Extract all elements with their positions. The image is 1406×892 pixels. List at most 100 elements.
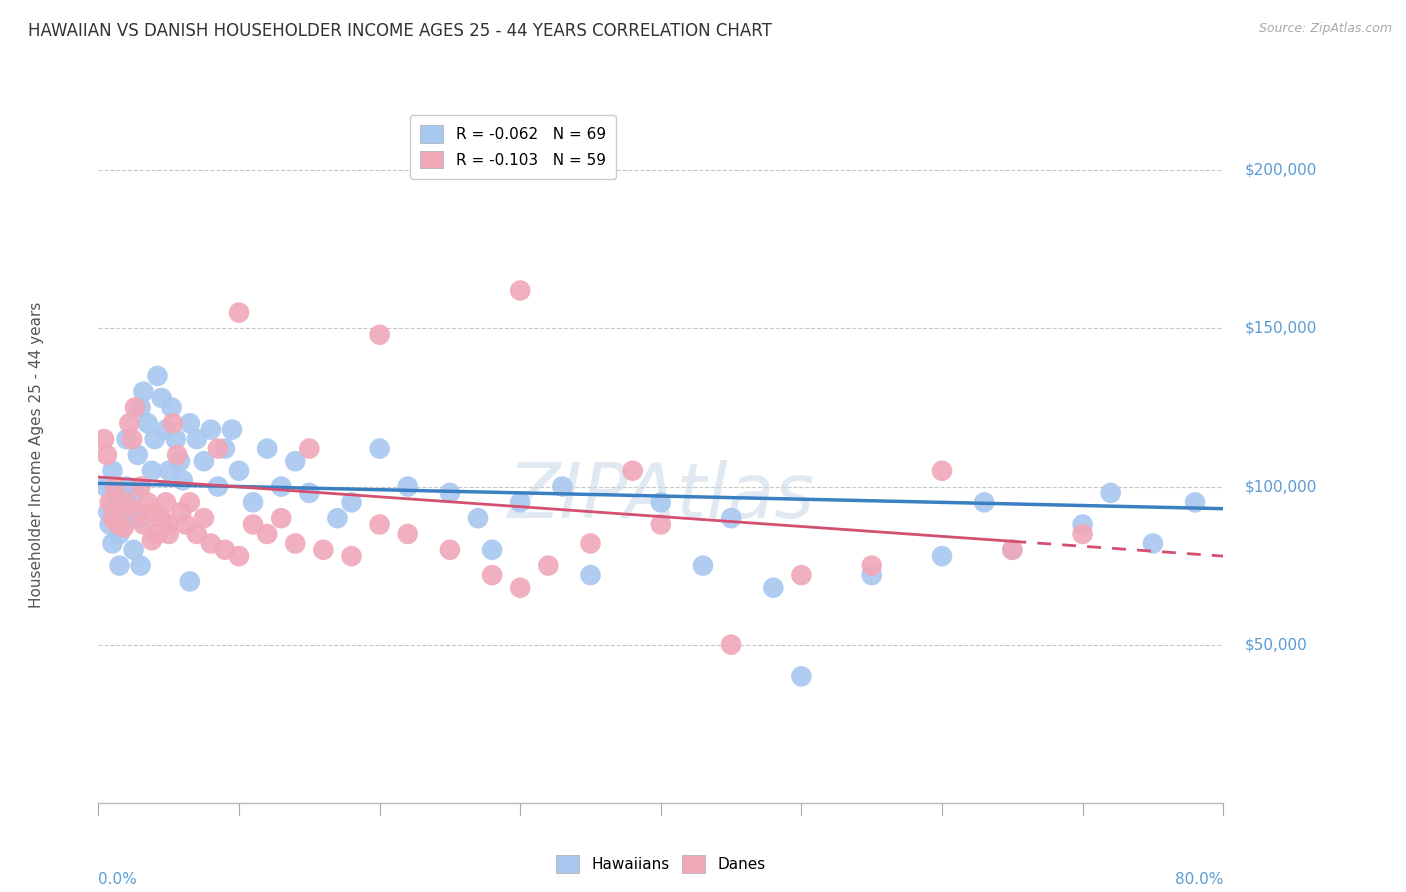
Point: [579, 536, 602, 550]
Text: $50,000: $50,000: [1244, 637, 1308, 652]
Point: [621, 464, 644, 478]
Point: [105, 511, 128, 525]
Point: [193, 511, 215, 525]
Point: [256, 442, 278, 456]
Point: [108, 558, 131, 573]
Point: [98, 517, 121, 532]
Point: [931, 464, 953, 478]
Point: [720, 511, 742, 525]
Point: [118, 505, 141, 519]
Point: [179, 574, 201, 589]
Point: [122, 486, 145, 500]
Point: [270, 511, 292, 525]
Point: [104, 489, 127, 503]
Point: [860, 568, 883, 582]
Point: [1142, 536, 1164, 550]
Point: [162, 417, 184, 431]
Point: [214, 542, 236, 557]
Point: [101, 536, 124, 550]
Point: [650, 495, 672, 509]
Point: [93, 432, 115, 446]
Point: [200, 423, 222, 437]
Point: [141, 533, 163, 548]
Point: [186, 432, 208, 446]
Point: [298, 442, 321, 456]
Point: [155, 423, 177, 437]
Point: [396, 527, 419, 541]
Point: [97, 505, 120, 519]
Point: [509, 284, 531, 298]
Point: [96, 448, 118, 462]
Point: [221, 423, 243, 437]
Point: [1001, 542, 1024, 557]
Point: [179, 495, 201, 509]
Point: [169, 454, 191, 468]
Point: [207, 442, 229, 456]
Point: [340, 495, 363, 509]
Point: [132, 384, 155, 399]
Point: [165, 432, 187, 446]
Text: Source: ZipAtlas.com: Source: ZipAtlas.com: [1258, 22, 1392, 36]
Point: [157, 517, 180, 532]
Point: [326, 511, 349, 525]
Point: [481, 542, 503, 557]
Point: [146, 368, 169, 383]
Point: [1071, 517, 1094, 532]
Point: [108, 527, 131, 541]
Point: [207, 479, 229, 493]
Point: [115, 479, 138, 493]
Point: [1001, 542, 1024, 557]
Point: [509, 495, 531, 509]
Point: [228, 305, 250, 319]
Point: [579, 568, 602, 582]
Point: [973, 495, 995, 509]
Point: [157, 464, 180, 478]
Point: [1071, 527, 1094, 541]
Text: ZIPAtlas: ZIPAtlas: [508, 459, 814, 533]
Point: [118, 417, 141, 431]
Point: [368, 327, 391, 342]
Point: [368, 517, 391, 532]
Point: [284, 454, 307, 468]
Point: [439, 486, 461, 500]
Point: [256, 527, 278, 541]
Point: [298, 486, 321, 500]
Point: [107, 517, 129, 532]
Point: [155, 495, 177, 509]
Point: [136, 417, 159, 431]
Point: [143, 505, 166, 519]
Point: [150, 511, 173, 525]
Point: [111, 501, 134, 516]
Point: [127, 505, 149, 519]
Text: $200,000: $200,000: [1244, 163, 1316, 178]
Point: [368, 442, 391, 456]
Point: [172, 473, 194, 487]
Point: [692, 558, 714, 573]
Text: $150,000: $150,000: [1244, 321, 1316, 336]
Point: [122, 542, 145, 557]
Text: HAWAIIAN VS DANISH HOUSEHOLDER INCOME AGES 25 - 44 YEARS CORRELATION CHART: HAWAIIAN VS DANISH HOUSEHOLDER INCOME AG…: [28, 22, 772, 40]
Point: [228, 464, 250, 478]
Point: [150, 391, 173, 405]
Point: [790, 568, 813, 582]
Point: [396, 479, 419, 493]
Point: [157, 527, 180, 541]
Point: [200, 536, 222, 550]
Point: [166, 448, 188, 462]
Point: [551, 479, 574, 493]
Point: [186, 527, 208, 541]
Point: [115, 495, 138, 509]
Point: [537, 558, 560, 573]
Point: [94, 479, 117, 493]
Legend: Hawaiians, Danes: Hawaiians, Danes: [550, 849, 772, 879]
Point: [1099, 486, 1122, 500]
Point: [312, 542, 335, 557]
Point: [141, 464, 163, 478]
Point: [110, 501, 132, 516]
Point: [242, 495, 264, 509]
Point: [129, 401, 152, 415]
Text: $100,000: $100,000: [1244, 479, 1316, 494]
Point: [720, 638, 742, 652]
Point: [762, 581, 785, 595]
Point: [160, 401, 183, 415]
